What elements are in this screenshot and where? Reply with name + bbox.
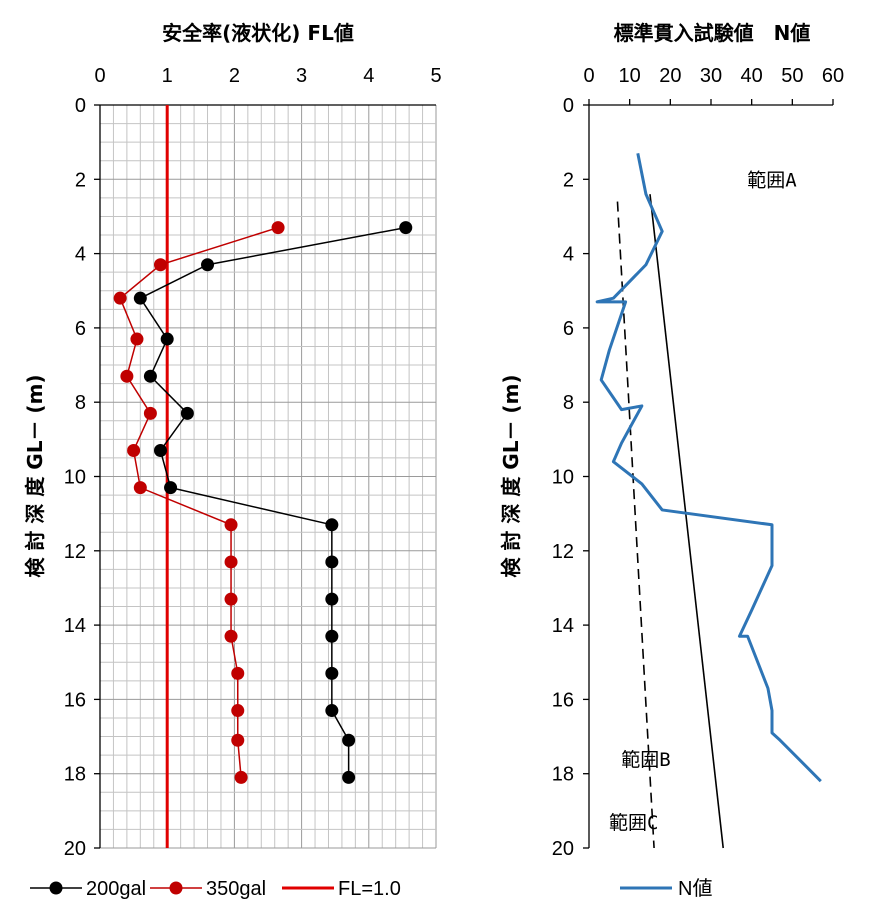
- y-tick-label: 12: [64, 541, 86, 563]
- y-tick-label: 18: [64, 764, 86, 786]
- data-point-350gal: [234, 770, 248, 784]
- data-point-350gal: [224, 518, 238, 532]
- data-point-200gal: [325, 629, 339, 643]
- x-tick-label: 60: [822, 65, 844, 87]
- data-point-350gal: [143, 406, 157, 420]
- x-tick-label: 1: [162, 65, 173, 87]
- y-tick-label: 18: [552, 764, 574, 786]
- data-point-200gal: [143, 369, 157, 383]
- fl-chart-x-ticks: 0 1 2 3 4 5: [94, 65, 441, 87]
- x-tick-label: 4: [363, 65, 374, 87]
- y-tick-label: 6: [563, 318, 574, 340]
- x-tick-label: 0: [583, 65, 594, 87]
- n-chart-x-ticks: 0 10 20 30 40 50 60: [583, 65, 844, 87]
- legend-label: N値: [678, 877, 712, 900]
- data-point-200gal: [399, 221, 413, 235]
- n-chart-annotations: 範囲A 範囲B 範囲C: [609, 169, 797, 834]
- fl-chart-y-axis-label: 検 討 深 度 GL－ (m): [23, 374, 47, 577]
- y-tick-label: 10: [64, 467, 86, 489]
- data-point-200gal: [325, 518, 339, 532]
- y-tick-label: 14: [64, 615, 86, 637]
- data-point-350gal: [133, 481, 147, 495]
- n-chart-y-ticks: 0 2 4 6 8 10 12 14 16 18 20: [552, 95, 574, 860]
- series-line-n-value: [595, 153, 822, 783]
- data-point-350gal: [231, 733, 245, 747]
- x-tick-label: 5: [430, 65, 441, 87]
- data-point-350gal: [153, 258, 167, 272]
- legend-label: 200gal: [86, 878, 146, 900]
- data-point-350gal: [271, 221, 285, 235]
- x-tick-label: 30: [700, 65, 722, 87]
- legend-swatch-marker: [49, 881, 63, 895]
- range-annotation: 範囲A: [747, 169, 797, 191]
- legend-label: FL=1.0: [338, 878, 401, 900]
- x-tick-label: 40: [741, 65, 763, 87]
- n-value-chart: 標準貫入試験値 N値 0 10 20 30 40 50 60 0 2 4 6 8 10 12 14 16 18…: [499, 21, 844, 860]
- y-tick-label: 6: [75, 318, 86, 340]
- n-chart-y-axis-label: 検 討 深 度 GL－ (m): [499, 374, 523, 577]
- data-point-350gal: [224, 555, 238, 569]
- y-tick-label: 4: [75, 244, 86, 266]
- data-point-200gal: [153, 443, 167, 457]
- data-point-200gal: [133, 291, 147, 305]
- y-tick-label: 0: [563, 95, 574, 117]
- data-point-200gal: [325, 666, 339, 680]
- y-tick-label: 8: [563, 392, 574, 414]
- data-point-200gal: [180, 406, 194, 420]
- y-tick-label: 8: [75, 392, 86, 414]
- fl-chart-title: 安全率(液状化) FL値: [162, 21, 354, 45]
- data-point-200gal: [342, 770, 356, 784]
- n-chart-title: 標準貫入試験値 N値: [614, 21, 811, 45]
- range-c-line: [616, 201, 655, 849]
- y-tick-label: 16: [552, 689, 574, 711]
- y-tick-label: 4: [563, 244, 574, 266]
- x-tick-label: 20: [659, 65, 681, 87]
- fl-chart-legend: 200gal 350gal FL=1.0: [30, 878, 401, 900]
- fl-chart-y-ticks: 0 2 4 6 8 10 12 14 16 18 20: [64, 95, 86, 860]
- y-tick-label: 12: [552, 541, 574, 563]
- data-point-350gal: [224, 629, 238, 643]
- y-tick-label: 0: [75, 95, 86, 117]
- y-tick-label: 14: [552, 615, 574, 637]
- data-point-200gal: [325, 592, 339, 606]
- y-tick-label: 20: [64, 838, 86, 860]
- data-point-350gal: [224, 592, 238, 606]
- data-point-350gal: [113, 291, 127, 305]
- legend-label: 350gal: [206, 878, 266, 900]
- range-annotation: 範囲B: [621, 749, 670, 771]
- legend-swatch-marker: [169, 881, 183, 895]
- x-tick-label: 10: [619, 65, 641, 87]
- x-tick-label: 3: [296, 65, 307, 87]
- series-line-200gal: [139, 226, 406, 778]
- y-tick-label: 10: [552, 467, 574, 489]
- data-point-350gal: [231, 666, 245, 680]
- data-point-200gal: [160, 332, 174, 346]
- data-point-350gal: [120, 369, 134, 383]
- data-point-200gal: [325, 555, 339, 569]
- y-tick-label: 2: [563, 169, 574, 191]
- range-annotation: 範囲C: [609, 812, 658, 834]
- y-tick-label: 20: [552, 838, 574, 860]
- data-point-200gal: [342, 733, 356, 747]
- fl-chart-grid: [94, 104, 437, 849]
- series-line-350gal: [119, 226, 279, 778]
- data-point-350gal: [130, 332, 144, 346]
- x-tick-label: 50: [781, 65, 803, 87]
- y-tick-label: 16: [64, 689, 86, 711]
- data-point-350gal: [231, 704, 245, 718]
- x-tick-label: 0: [94, 65, 105, 87]
- data-point-200gal: [164, 481, 178, 495]
- data-point-200gal: [325, 704, 339, 718]
- n-chart-axes: [583, 99, 834, 849]
- fl-chart-series: [113, 105, 413, 848]
- range-b-line: [649, 194, 724, 849]
- data-point-350gal: [127, 443, 141, 457]
- y-tick-label: 2: [75, 169, 86, 191]
- n-chart-series: [595, 153, 822, 849]
- data-point-200gal: [201, 258, 215, 272]
- x-tick-label: 2: [229, 65, 240, 87]
- n-chart-legend: N値: [620, 877, 712, 900]
